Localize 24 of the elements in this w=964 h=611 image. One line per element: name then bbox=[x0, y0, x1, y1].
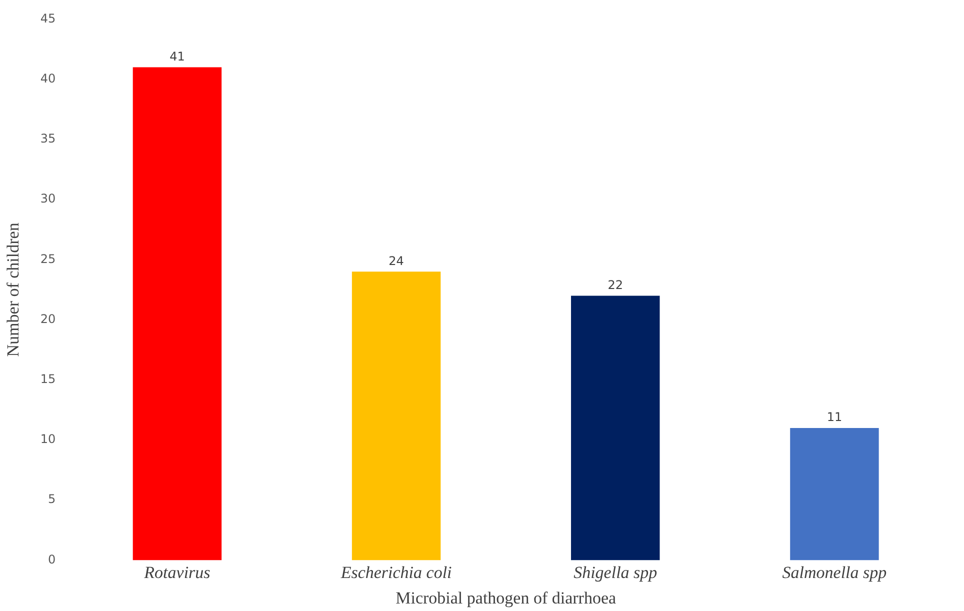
y-tick-label: 10 bbox=[40, 432, 56, 446]
bar bbox=[790, 428, 879, 560]
y-tick-label: 30 bbox=[40, 192, 56, 206]
y-tick-label: 0 bbox=[48, 552, 56, 566]
y-tick-label: 35 bbox=[40, 132, 56, 146]
x-tick-label: Escherichia coli bbox=[340, 562, 452, 582]
x-axis-title: Microbial pathogen of diarrhoea bbox=[396, 588, 617, 608]
bar bbox=[132, 67, 222, 560]
x-tick-label: Rotavirus bbox=[143, 562, 211, 582]
data-label: 11 bbox=[826, 410, 842, 424]
y-tick-label: 40 bbox=[40, 71, 56, 86]
y-tick-label: 15 bbox=[40, 372, 56, 386]
y-tick-label: 20 bbox=[40, 312, 56, 326]
x-tick-label: Salmonella spp bbox=[782, 562, 887, 582]
bar bbox=[352, 272, 441, 560]
y-axis-title: Number of children bbox=[4, 222, 23, 357]
y-tick-label: 25 bbox=[40, 252, 56, 266]
y-tick-label: 45 bbox=[40, 11, 56, 26]
x-tick-label: Shigella spp bbox=[574, 562, 658, 582]
y-tick-label: 5 bbox=[48, 492, 56, 506]
data-label: 41 bbox=[170, 49, 185, 64]
bar bbox=[571, 296, 660, 560]
data-label: 22 bbox=[608, 278, 624, 292]
data-label: 24 bbox=[388, 254, 404, 268]
